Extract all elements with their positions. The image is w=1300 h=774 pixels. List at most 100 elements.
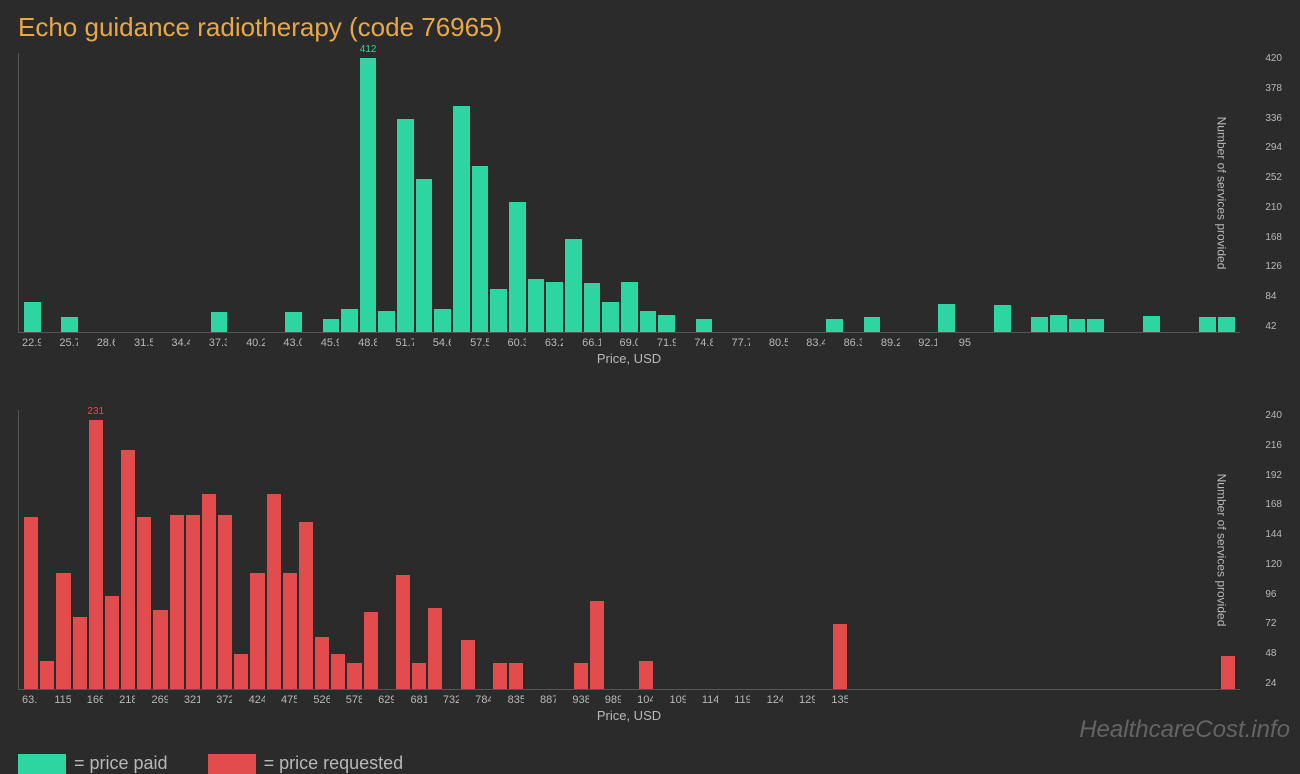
y-tick: 84	[1265, 291, 1282, 302]
x-tick	[848, 694, 864, 706]
histogram-bar	[364, 612, 378, 689]
x-tick	[993, 694, 1009, 706]
chart-price-requested: 231 24487296120144168192216240 Number of…	[18, 410, 1240, 723]
histogram-bar	[323, 319, 340, 332]
histogram-bar	[658, 315, 675, 332]
x-tick	[339, 337, 358, 349]
x-tick	[589, 694, 605, 706]
x-tick: 578.3	[346, 694, 362, 706]
x-tick: 372.6	[216, 694, 232, 706]
peak-label: 412	[360, 44, 377, 55]
x-tick: 34.44	[171, 337, 190, 349]
histogram-bar	[299, 522, 313, 689]
x-tick: 63.28	[545, 337, 564, 349]
x-tick: 732.7	[443, 694, 459, 706]
x-tick	[526, 337, 545, 349]
y-tick: 144	[1265, 529, 1282, 540]
x-tick	[653, 694, 669, 706]
x-tick	[1026, 694, 1042, 706]
x-tick	[200, 694, 216, 706]
x-tick: 57.51	[470, 337, 489, 349]
x-tick	[227, 337, 246, 349]
histogram-bar	[490, 289, 507, 332]
x-tick	[1171, 694, 1187, 706]
x-tick: 989.9	[605, 694, 621, 706]
histogram-bar	[105, 596, 119, 689]
x-tick: 475.5	[281, 694, 297, 706]
histogram-bar	[826, 319, 843, 332]
x-tick	[862, 337, 881, 349]
x-tick	[232, 694, 248, 706]
histogram-bar	[1221, 656, 1235, 689]
x-tick: 166.8	[87, 694, 103, 706]
histogram-bar	[833, 624, 847, 689]
x-tick	[718, 694, 734, 706]
x-axis-label-top: Price, USD	[18, 351, 1240, 366]
x-tick: 1299	[799, 694, 815, 706]
histogram-bar	[315, 637, 329, 689]
x-tick: 424	[249, 694, 265, 706]
histogram-bar	[1031, 317, 1048, 332]
x-tick	[489, 337, 508, 349]
x-tick	[783, 694, 799, 706]
histogram-bar	[412, 663, 426, 689]
x-tick	[1204, 694, 1220, 706]
x-tick	[937, 337, 956, 349]
y-tick: 168	[1265, 232, 1282, 243]
x-tick: 37.32	[209, 337, 228, 349]
x-tick	[451, 337, 470, 349]
x-tick	[190, 337, 209, 349]
histogram-bar	[234, 654, 248, 689]
histogram-bar	[493, 663, 507, 689]
x-tick: 92.12	[918, 337, 937, 349]
x-tick: 71.93	[657, 337, 676, 349]
histogram-bar	[396, 575, 410, 689]
x-tick	[1074, 694, 1090, 706]
legend-swatch-requested	[208, 754, 256, 774]
x-tick: 86.35	[844, 337, 863, 349]
y-tick: 168	[1265, 499, 1282, 510]
y-tick: 120	[1265, 559, 1282, 570]
page-title: Echo guidance radiotherapy (code 76965)	[0, 0, 1300, 49]
x-tick	[864, 694, 880, 706]
x-tick: 784.1	[475, 694, 491, 706]
x-tick	[621, 694, 637, 706]
x-tick	[1042, 694, 1058, 706]
histogram-bar	[202, 494, 216, 689]
x-tick	[929, 694, 945, 706]
x-tick: 1247	[767, 694, 783, 706]
x-tick	[900, 337, 919, 349]
histogram-bar	[590, 601, 604, 689]
x-tick: 51.74	[395, 337, 414, 349]
histogram-bar	[331, 654, 345, 689]
x-tick	[1090, 694, 1106, 706]
x-tick	[38, 694, 54, 706]
histogram-bar	[639, 661, 653, 689]
x-tick: 1196	[734, 694, 750, 706]
x-tick	[1049, 337, 1068, 349]
histogram-bar	[472, 166, 489, 332]
legend: = price paid = price requested	[18, 753, 1300, 774]
y-tick: 252	[1265, 172, 1282, 183]
x-tick: 63.90	[22, 694, 38, 706]
x-tick	[41, 337, 60, 349]
y-tick: 210	[1265, 202, 1282, 213]
x-tick	[1068, 337, 1087, 349]
x-tick	[330, 694, 346, 706]
x-tick	[556, 694, 572, 706]
x-tick	[1180, 337, 1199, 349]
x-tick	[1217, 337, 1236, 349]
histogram-bar	[61, 317, 78, 332]
x-tick	[945, 694, 961, 706]
x-tick: 1041	[637, 694, 653, 706]
x-tick: 77.70	[732, 337, 751, 349]
x-tick	[825, 337, 844, 349]
x-tick: 95	[956, 337, 975, 349]
histogram-bar: 412	[360, 58, 377, 332]
x-tick	[1220, 694, 1236, 706]
x-tick: 22.90	[22, 337, 41, 349]
x-tick	[1086, 337, 1105, 349]
x-tick: 835.6	[508, 694, 524, 706]
x-tick	[459, 694, 475, 706]
x-tick	[427, 694, 443, 706]
